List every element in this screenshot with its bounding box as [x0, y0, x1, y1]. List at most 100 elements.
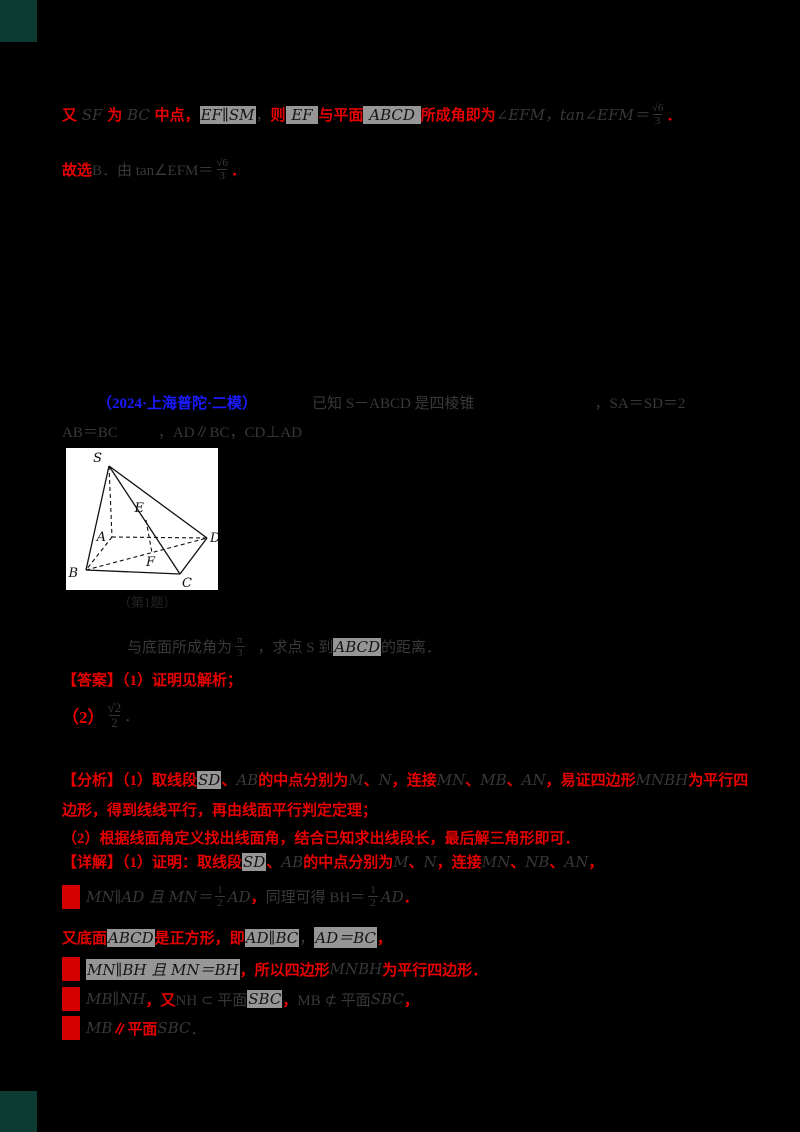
- page-corner-mark-top: [0, 0, 37, 42]
- text-segment: √2 2: [107, 700, 122, 731]
- vertex-label-d: D: [209, 531, 218, 546]
- vertex-label-a: A: [96, 530, 106, 545]
- text-segment: 所成角即为: [420, 108, 496, 125]
- text-segment: 则: [270, 108, 286, 125]
- text-segment: 的距离．: [381, 640, 442, 657]
- text-segment: MN: [436, 770, 466, 789]
- text-segment: 、: [506, 773, 522, 789]
- text-segment: AB: [281, 852, 304, 871]
- text-segment: 、: [363, 773, 379, 789]
- text-segment: （2）: [62, 708, 105, 728]
- text-segment: 则: [62, 884, 80, 909]
- text-segment: ，: [403, 992, 419, 1009]
- text-segment: 同理可得 BH＝: [265, 890, 366, 907]
- answer-header-line: 【答案】（1）证明见解析；: [62, 669, 242, 690]
- text-segment: ABCD: [333, 637, 381, 656]
- detail-line-1: 【详解】（1）证明：取线段 SD、 AB 的中点分别为 M、 N ，连接 MN、 NB、 AN，: [62, 851, 603, 872]
- text-segment: 与平面: [318, 108, 364, 125]
- text-segment: MN∥AD 且 MN＝: [86, 888, 213, 907]
- text-segment: NH ⊂ 平面: [175, 992, 248, 1009]
- text-segment: ，SA＝SD＝2: [594, 396, 686, 412]
- text-segment: ，连接: [436, 855, 482, 871]
- text-segment: AB＝BC: [62, 425, 118, 441]
- problem-source-line: （2024·上海普陀·二模） 已知 S－ABCD 是四棱锥 ，SA＝SD＝2: [62, 392, 685, 413]
- text-segment: 的中点分别为: [303, 855, 394, 871]
- text-segment: 故选: [62, 163, 93, 180]
- text-segment: MNBH: [635, 770, 689, 789]
- text-segment: SBC: [247, 990, 283, 1008]
- text-segment: MB∥NH: [86, 990, 146, 1008]
- text-segment: N: [423, 852, 437, 871]
- text-segment: ，求点 S 到: [257, 640, 334, 657]
- text-segment: ．: [230, 163, 246, 180]
- text-segment: 【答案】（1）证明见解析；: [62, 673, 243, 689]
- text-segment: AD＝BC: [314, 927, 377, 948]
- vertex-label-f: F: [145, 555, 156, 570]
- answer-part2-line: （2） √2 2 ．: [62, 700, 140, 731]
- text-segment: AD: [380, 887, 404, 906]
- text-segment: 、: [549, 855, 565, 871]
- text-segment: SBC: [157, 1019, 191, 1037]
- text-segment: ，易证四边形: [545, 773, 636, 789]
- text-segment: MN∥BH 且 MN＝BH: [86, 958, 240, 980]
- text-segment: 则: [62, 957, 80, 981]
- vertex-label-s: S: [93, 451, 102, 466]
- text-segment: 则: [62, 987, 80, 1011]
- text-segment: 【详解】（1）证明：取线段: [62, 855, 243, 871]
- text-segment: ，: [299, 931, 315, 947]
- text-segment: 已知 S－ABCD 是四棱锥: [312, 396, 475, 412]
- text-segment: SD: [242, 852, 267, 871]
- vertex-label-b: B: [67, 566, 78, 581]
- text-segment: MNBH: [329, 960, 383, 978]
- text-segment: ，所以四边形: [239, 962, 330, 979]
- text-segment: 的中点分别为: [258, 773, 349, 789]
- text-segment: 、: [465, 773, 481, 789]
- text-segment: 则: [62, 1016, 80, 1040]
- text-segment: MN: [481, 852, 511, 871]
- analysis-line-3: （2）根据线面角定义找出线面角，结合已知求出线段长，最后解三角形即可．: [62, 827, 580, 848]
- text-segment: ．: [124, 709, 140, 726]
- detail-line-3: 又底面 ABCD 是正方形，即 AD∥BC， AD＝BC，: [62, 927, 392, 948]
- text-segment: NB: [525, 852, 550, 871]
- text-segment: BC: [122, 105, 155, 124]
- text-segment: ∥平面: [112, 1021, 158, 1038]
- text-segment: ，: [376, 931, 392, 947]
- text-segment: 边形，得到线线平行，再由线面平行判定定理；: [62, 803, 378, 819]
- text-segment: 、: [408, 855, 424, 871]
- text-segment: 又: [62, 108, 78, 125]
- analysis-line-2: 边形，得到线线平行，再由线面平行判定定理；: [62, 799, 377, 820]
- text-segment: （2）根据线面角定义找出线面角，结合已知求出线段长，最后解三角形即可．: [62, 831, 580, 847]
- text-segment: N: [378, 770, 392, 789]
- text-segment: ，: [255, 108, 271, 125]
- text-segment: ，: [250, 890, 266, 907]
- text-segment: MB ⊄ 平面: [297, 992, 371, 1009]
- text-segment: 、: [266, 855, 282, 871]
- pyramid-diagram: S A B C D E F: [67, 451, 221, 591]
- text-segment: MB: [86, 1019, 113, 1037]
- text-segment: ∠EFM，tan∠EFM＝: [495, 106, 649, 125]
- text-segment: AN: [521, 770, 546, 789]
- text-segment: AB: [236, 770, 259, 789]
- vertex-label-e: E: [134, 501, 145, 516]
- page-corner-mark-bottom: [0, 1091, 37, 1132]
- text-segment: 是正方形，即: [154, 931, 245, 947]
- text-segment: ABCD: [363, 105, 421, 124]
- text-segment: √6 3: [216, 157, 228, 183]
- text-segment: MB: [480, 770, 507, 789]
- text-segment: √6 3: [651, 102, 664, 128]
- analysis-line-1: 【分析】（1）取线段 SD、 AB 的中点分别为 M、 N ，连接 MN、 MB、 AN ，易证四边…: [62, 769, 748, 790]
- text-segment: 中点，: [154, 108, 200, 125]
- text-segment: ，AD∥BC，CD⊥AD: [157, 425, 303, 441]
- text-segment: 与底面所成角为: [127, 640, 233, 657]
- text-segment: EF: [285, 105, 319, 124]
- text-segment: EF∥SM: [199, 105, 256, 124]
- problem-condition-line: 与底面所成角为 π 3 ，求点 S 到 ABCD 的距离．: [62, 634, 441, 659]
- text-segment: 又底面: [62, 931, 108, 947]
